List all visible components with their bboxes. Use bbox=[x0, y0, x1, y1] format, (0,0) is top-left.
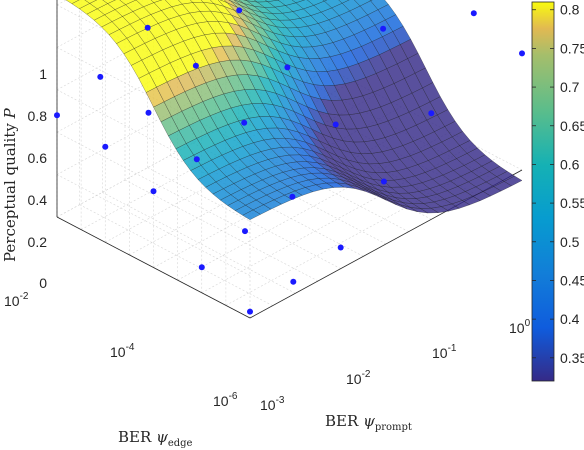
surface-patch bbox=[229, 0, 241, 6]
surface-mesh bbox=[65, 0, 523, 220]
x-tick-label: 10-2 bbox=[346, 369, 371, 387]
x-axis-ticks: 10-3 10-2 10-1 100 bbox=[260, 318, 531, 413]
data-point bbox=[332, 121, 339, 128]
colorbar-tick-label: 0.5 bbox=[560, 234, 580, 250]
x-axis-title: BER ψprompt bbox=[325, 412, 412, 433]
colorbar: 0.35 0.4 0.45 0.5 0.55 0.6 0.65 0.7 0.75 0.8 bbox=[531, 1, 584, 382]
colorbar-gradient bbox=[531, 1, 555, 382]
surface-patch bbox=[245, 0, 258, 3]
surface-patch bbox=[71, 0, 91, 9]
data-point bbox=[289, 193, 296, 200]
colorbar-tick-label: 0.4 bbox=[560, 311, 580, 327]
data-point bbox=[236, 7, 243, 14]
data-point bbox=[150, 188, 157, 195]
y-tick-label: 10-6 bbox=[213, 391, 238, 409]
data-point bbox=[519, 50, 525, 57]
data-point bbox=[284, 64, 291, 71]
z-axis-title: Perceptual quality P bbox=[1, 107, 19, 262]
data-point bbox=[337, 244, 344, 251]
surface-patch bbox=[253, 0, 269, 3]
surface-patch bbox=[243, 0, 247, 1]
colorbar-tick-label: 0.7 bbox=[560, 79, 580, 95]
colorbar-tick-label: 0.35 bbox=[560, 350, 584, 366]
x-tick-label: 10-1 bbox=[432, 343, 457, 361]
data-point bbox=[145, 109, 152, 116]
floor-grid-line bbox=[102, 192, 296, 294]
data-point bbox=[470, 10, 477, 17]
y-axis-line bbox=[56, 216, 251, 319]
colorbar-tick-label: 0.75 bbox=[560, 40, 584, 56]
surface-patch bbox=[190, 0, 204, 3]
colorbar-tick-label: 0.65 bbox=[560, 118, 584, 134]
data-point bbox=[97, 73, 104, 80]
z-tick-label: 0.4 bbox=[28, 192, 48, 208]
colorbar-tick-label: 0.45 bbox=[560, 272, 584, 288]
colorbar-tick-label: 0.55 bbox=[560, 195, 584, 211]
y-tick-label: 10-4 bbox=[110, 342, 135, 360]
data-point bbox=[241, 119, 248, 126]
data-point bbox=[54, 112, 60, 119]
y-axis-title: BER ψedge bbox=[118, 428, 193, 449]
data-point bbox=[144, 24, 151, 31]
surface-patch bbox=[219, 0, 228, 3]
data-point bbox=[290, 278, 297, 285]
surface-patch bbox=[65, 0, 80, 4]
data-markers bbox=[54, 7, 525, 315]
z-tick-label: 0.8 bbox=[28, 108, 48, 124]
data-point bbox=[102, 143, 109, 150]
surface-patch bbox=[178, 0, 194, 5]
data-point bbox=[242, 228, 248, 235]
wall-grid-line bbox=[56, 174, 251, 276]
surface-patch bbox=[210, 0, 225, 7]
z-tick-label: 0.6 bbox=[28, 150, 48, 166]
z-tick-label: 1 bbox=[39, 66, 47, 82]
colorbar-ticks: 0.35 0.4 0.45 0.5 0.55 0.6 0.65 0.7 0.75 0.8 bbox=[532, 2, 584, 366]
z-tick-label: 0.2 bbox=[28, 234, 48, 250]
z-tick-label: 0 bbox=[39, 275, 47, 291]
colorbar-tick-label: 0.8 bbox=[560, 2, 580, 18]
x-tick-label: 10-3 bbox=[260, 395, 285, 413]
surface-patch bbox=[200, 0, 215, 4]
z-axis-ticks: 0 0.2 0.4 0.6 0.8 1 bbox=[28, 66, 48, 291]
y-tick-label: 10-2 bbox=[4, 291, 29, 309]
floor-grid-line bbox=[147, 167, 341, 269]
surface-patch bbox=[264, 0, 279, 2]
wall-grid-line bbox=[56, 131, 251, 234]
data-point bbox=[198, 264, 205, 271]
surface-patch bbox=[228, 0, 231, 1]
surface-patch bbox=[338, 0, 350, 4]
surface-patch bbox=[150, 0, 163, 3]
x-tick-label: 100 bbox=[509, 318, 531, 336]
data-point bbox=[192, 62, 199, 69]
colorbar-tick-label: 0.6 bbox=[560, 156, 580, 172]
surface-patch bbox=[322, 0, 328, 2]
data-point bbox=[428, 110, 435, 117]
data-point bbox=[380, 178, 387, 185]
data-point bbox=[247, 308, 253, 315]
y-axis-ticks: 10-2 10-4 10-6 bbox=[4, 291, 238, 409]
data-point bbox=[193, 156, 200, 163]
surface-patch bbox=[234, 0, 244, 4]
data-point bbox=[380, 25, 387, 32]
